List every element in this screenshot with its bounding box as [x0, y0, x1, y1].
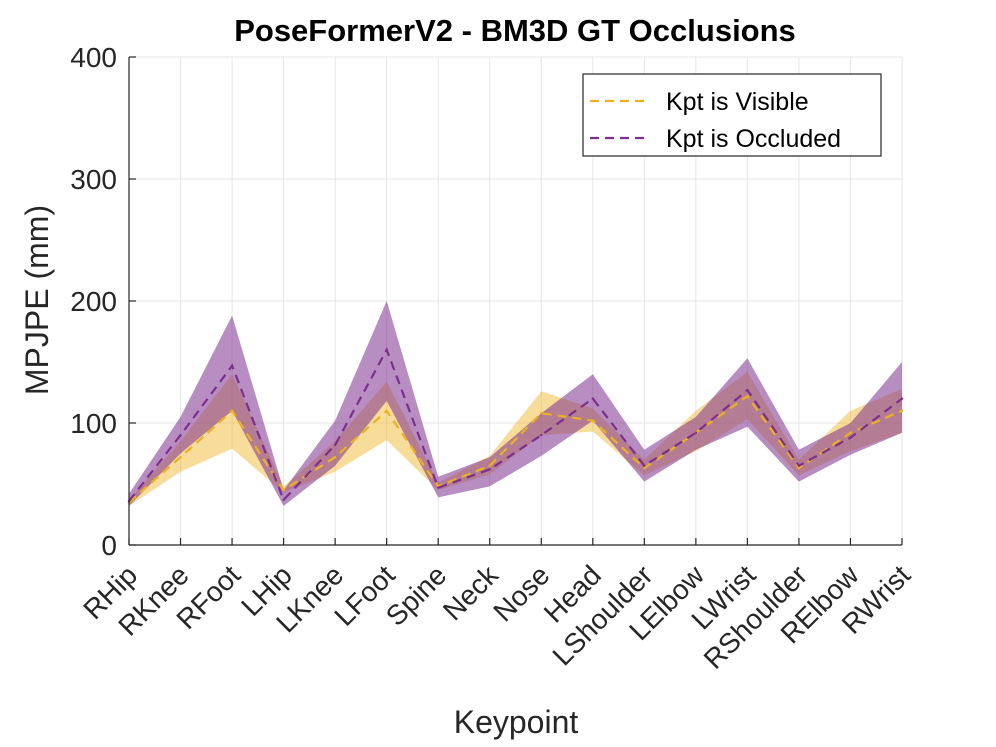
point-series-0-2 [230, 409, 234, 412]
y-tick-label-3: 300 [70, 164, 117, 195]
legend-label-occluded: Kpt is Occluded [666, 125, 841, 153]
point-series-0-5 [385, 409, 388, 412]
point-series-0-9 [591, 419, 594, 422]
point-series-0-4 [333, 455, 337, 459]
x-axis-label: Keypoint [454, 704, 579, 740]
chart-title: PoseFormerV2 - BM3D GT Occlusions [234, 13, 796, 48]
point-series-1-8 [540, 434, 543, 437]
y-tick-label-1: 100 [70, 408, 117, 439]
line-series-1 [128, 347, 903, 502]
point-series-1-12 [746, 388, 749, 392]
y-tick-label-2: 200 [70, 286, 117, 317]
point-series-1-9 [591, 397, 594, 400]
band-series-1 [129, 301, 902, 506]
point-series-1-5 [385, 348, 388, 351]
point-series-0-13 [797, 466, 801, 470]
point-series-1-4 [333, 443, 337, 447]
point-series-1-15 [900, 397, 904, 400]
point-series-1-10 [643, 464, 646, 467]
point-series-1-11 [694, 431, 698, 434]
series-lines [127, 347, 904, 504]
legend-label-visible: Kpt is Visible [666, 88, 809, 116]
point-series-1-7 [488, 468, 491, 471]
y-axis-label: MPJPE (mm) [19, 205, 55, 395]
point-series-1-2 [230, 364, 234, 367]
y-tick-labels: 0 100 200 300 400 [70, 42, 117, 561]
point-series-0-14 [849, 431, 852, 434]
point-series-1-6 [437, 486, 440, 489]
legend: Kpt is Visible Kpt is Occluded [582, 73, 882, 157]
point-series-0-8 [540, 412, 543, 415]
point-series-0-1 [179, 455, 182, 459]
line-series-0 [128, 394, 903, 504]
y-tick-label-4: 400 [70, 42, 117, 73]
point-series-1-13 [797, 464, 801, 467]
point-series-0-7 [488, 464, 491, 467]
point-series-1-3 [282, 498, 285, 502]
y-tick-label-0: 0 [101, 530, 117, 561]
point-series-0-12 [746, 394, 749, 398]
point-series-1-14 [849, 436, 852, 439]
legend-box [582, 73, 882, 157]
axes [128, 56, 903, 546]
point-series-0-10 [643, 466, 646, 470]
point-series-0-15 [900, 409, 904, 412]
point-series-1-1 [179, 434, 182, 437]
point-series-0-3 [282, 488, 285, 492]
